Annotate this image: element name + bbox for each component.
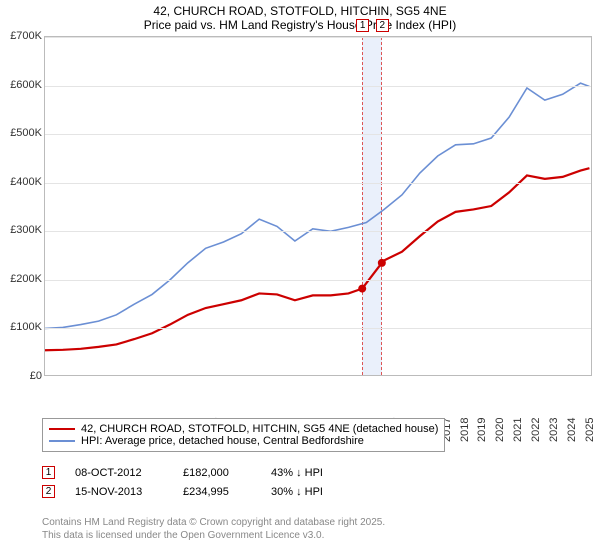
- row-marker: 1: [42, 466, 55, 479]
- x-axis-label: 2024: [566, 418, 578, 442]
- footnote-line1: Contains HM Land Registry data © Crown c…: [42, 516, 385, 529]
- marker-1: 1: [356, 19, 369, 32]
- y-axis-label: £300K: [0, 224, 42, 236]
- row-hpi: 30% ↓ HPI: [271, 486, 361, 498]
- chart-area: 12 £0£100K£200K£300K£400K£500K£600K£700K…: [0, 36, 600, 410]
- footnote-line2: This data is licensed under the Open Gov…: [42, 529, 385, 542]
- series_hpi: [45, 83, 589, 328]
- y-axis-label: £700K: [0, 30, 42, 42]
- x-axis-label: 2020: [494, 418, 506, 442]
- x-axis-label: 2019: [476, 418, 488, 442]
- legend-label: 42, CHURCH ROAD, STOTFOLD, HITCHIN, SG5 …: [81, 423, 438, 435]
- data-points-table: 1 08-OCT-2012 £182,000 43% ↓ HPI 2 15-NOV-201…: [42, 466, 361, 504]
- data-dot: [378, 259, 386, 267]
- y-axis-label: £400K: [0, 176, 42, 188]
- marker-2: 2: [376, 19, 389, 32]
- title-line2: Price paid vs. HM Land Registry's House …: [0, 18, 600, 32]
- footnote: Contains HM Land Registry data © Crown c…: [42, 516, 385, 542]
- titles: 42, CHURCH ROAD, STOTFOLD, HITCHIN, SG5 …: [0, 0, 600, 32]
- data-row: 1 08-OCT-2012 £182,000 43% ↓ HPI: [42, 466, 361, 479]
- legend: 42, CHURCH ROAD, STOTFOLD, HITCHIN, SG5 …: [42, 418, 445, 452]
- row-date: 08-OCT-2012: [75, 467, 163, 479]
- legend-swatch: [49, 440, 75, 442]
- y-axis-label: £0: [0, 370, 42, 382]
- y-axis-label: £200K: [0, 273, 42, 285]
- legend-swatch: [49, 428, 75, 430]
- row-date: 15-NOV-2013: [75, 486, 163, 498]
- y-axis-label: £600K: [0, 79, 42, 91]
- x-axis-label: 2018: [459, 418, 471, 442]
- row-hpi: 43% ↓ HPI: [271, 467, 361, 479]
- y-axis-label: £500K: [0, 127, 42, 139]
- x-axis-label: 2025: [584, 418, 596, 442]
- line-svg: [45, 37, 593, 377]
- series_property: [45, 168, 589, 350]
- row-marker: 2: [42, 485, 55, 498]
- x-axis-label: 2023: [548, 418, 560, 442]
- row-price: £182,000: [183, 467, 251, 479]
- legend-label: HPI: Average price, detached house, Cent…: [81, 435, 364, 447]
- x-axis-label: 2021: [512, 418, 524, 442]
- legend-item-hpi: HPI: Average price, detached house, Cent…: [49, 435, 438, 447]
- data-dot: [358, 285, 366, 293]
- y-axis-label: £100K: [0, 321, 42, 333]
- chart-container: 42, CHURCH ROAD, STOTFOLD, HITCHIN, SG5 …: [0, 0, 600, 560]
- data-row: 2 15-NOV-2013 £234,995 30% ↓ HPI: [42, 485, 361, 498]
- legend-item-property: 42, CHURCH ROAD, STOTFOLD, HITCHIN, SG5 …: [49, 423, 438, 435]
- row-price: £234,995: [183, 486, 251, 498]
- x-axis-label: 2022: [530, 418, 542, 442]
- title-line1: 42, CHURCH ROAD, STOTFOLD, HITCHIN, SG5 …: [0, 4, 600, 18]
- plot-area: 12: [44, 36, 592, 376]
